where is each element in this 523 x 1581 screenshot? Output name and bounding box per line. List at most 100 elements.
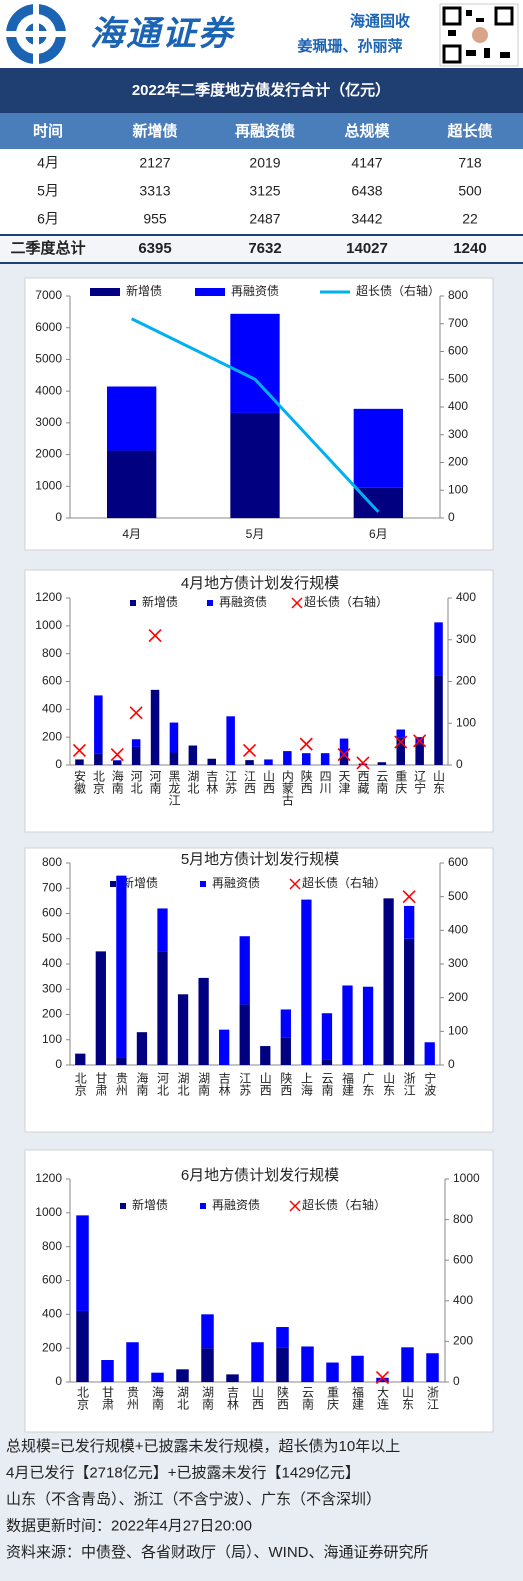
table-cell: 3442 [351,211,382,227]
y2-tick-label: 700 [448,316,468,330]
y-tick-label: 3000 [35,415,62,429]
x-tick-label: 吉林 [226,1386,240,1410]
x-tick-label: 吉林 [217,1072,231,1096]
x-tick-label: 重庆 [326,1386,340,1410]
x-tick-label: 广东 [361,1072,375,1096]
scatter-point [356,756,370,770]
y-tick-label: 800 [42,1239,62,1253]
bar [260,1046,271,1065]
y-tick-label: 400 [42,702,62,716]
x-tick-label: 吉林 [205,770,219,794]
x-tick-label: 湖北 [176,1071,190,1097]
y-tick-label: 400 [42,1307,62,1321]
y2-tick-label: 100 [456,715,476,729]
bar [264,759,273,765]
scatter-point [72,743,87,757]
y-tick-label: 4000 [35,383,62,397]
y-tick-label: 200 [42,729,62,743]
bar [239,936,250,1005]
bar [176,1369,189,1382]
scatter-point [148,629,162,643]
y-tick-label: 600 [42,674,62,688]
note: 资料来源：中债登、各省财政厅（局）、WIND、海通证券研究所 [6,1544,429,1561]
x-tick-label: 北京 [76,1386,90,1411]
y-tick-label: 1200 [35,1171,62,1185]
x-tick-label: 大连 [376,1386,390,1411]
chart-title: 4月地方债计划发行规模 [181,575,339,592]
legend-marker [207,600,213,606]
bar [116,875,127,1058]
bar [230,412,280,518]
bar [245,760,254,765]
bar [383,898,394,1065]
legend-label: 新增债 [142,594,178,609]
table-body-bg [0,149,523,235]
bar [107,386,157,451]
x-tick-label: 湖北 [176,1385,190,1411]
table-total-cell: 7632 [248,240,281,257]
y-tick-label: 800 [42,646,62,660]
y2-tick-label: 0 [448,510,455,524]
y-tick-label: 2000 [35,447,62,461]
x-tick-label: 云南 [320,1072,334,1096]
legend-marker [291,597,303,609]
x-tick-label: 甘肃 [101,1386,115,1411]
table-cell: 3313 [139,183,170,199]
line [131,317,380,513]
y-tick-label: 0 [55,757,62,771]
bar [201,1314,214,1349]
scatter-point [299,737,313,751]
bar [434,675,443,765]
bar [177,994,189,1065]
bar [239,1004,250,1065]
scatter-point [413,734,427,748]
legend-marker [200,1203,206,1209]
x-tick-label: 宁波 [423,1071,437,1097]
x-tick-label: 四川 [318,770,332,794]
chart-frame [24,569,494,833]
legend-label: 再融资债 [231,284,279,298]
x-tick-label: 贵州 [114,1072,128,1096]
bar [76,1215,89,1311]
x-tick-label: 贵州 [126,1386,140,1410]
scatter-point [337,747,351,762]
y2-tick-label: 500 [448,889,468,903]
bar [280,1009,291,1038]
table-cell: 4月 [37,155,59,171]
table-cell: 4147 [351,155,382,171]
bar [321,1059,333,1065]
x-tick-label: 内蒙古 [280,770,294,806]
x-tick-label: 6月 [369,527,388,541]
bar [353,408,403,488]
scatter-point [242,743,257,757]
legend-marker [120,1203,126,1209]
bar [207,758,217,765]
bar [301,1346,314,1382]
bar [401,1347,414,1382]
bar [377,762,387,765]
y2-tick-label: 200 [453,1334,473,1348]
bar [426,1353,439,1382]
y2-tick-label: 800 [448,288,468,302]
legend-marker [130,600,136,606]
y2-tick-label: 400 [448,923,468,937]
x-tick-label: 海南 [135,1071,149,1096]
table-total-cell: 6395 [138,240,171,257]
y2-tick-label: 600 [453,1252,473,1266]
bar [95,951,106,1065]
y2-tick-label: 300 [448,956,468,970]
y-tick-label: 600 [42,906,62,920]
legend-marker [289,1200,301,1212]
x-tick-label: 江苏 [224,770,238,794]
bar [188,745,198,765]
x-tick-label: 山东 [432,770,446,794]
bar [342,985,353,1065]
x-tick-label: 5月 [246,527,265,541]
note: 4月已发行【2718亿元】+已披露未发行【1429亿元】 [6,1464,360,1481]
x-tick-label: 湖北 [186,769,200,795]
x-tick-label: 北京 [91,770,105,795]
scatter-point [402,890,416,904]
bar [351,1355,364,1382]
header-bg [0,0,523,68]
y2-tick-label: 800 [453,1212,473,1226]
